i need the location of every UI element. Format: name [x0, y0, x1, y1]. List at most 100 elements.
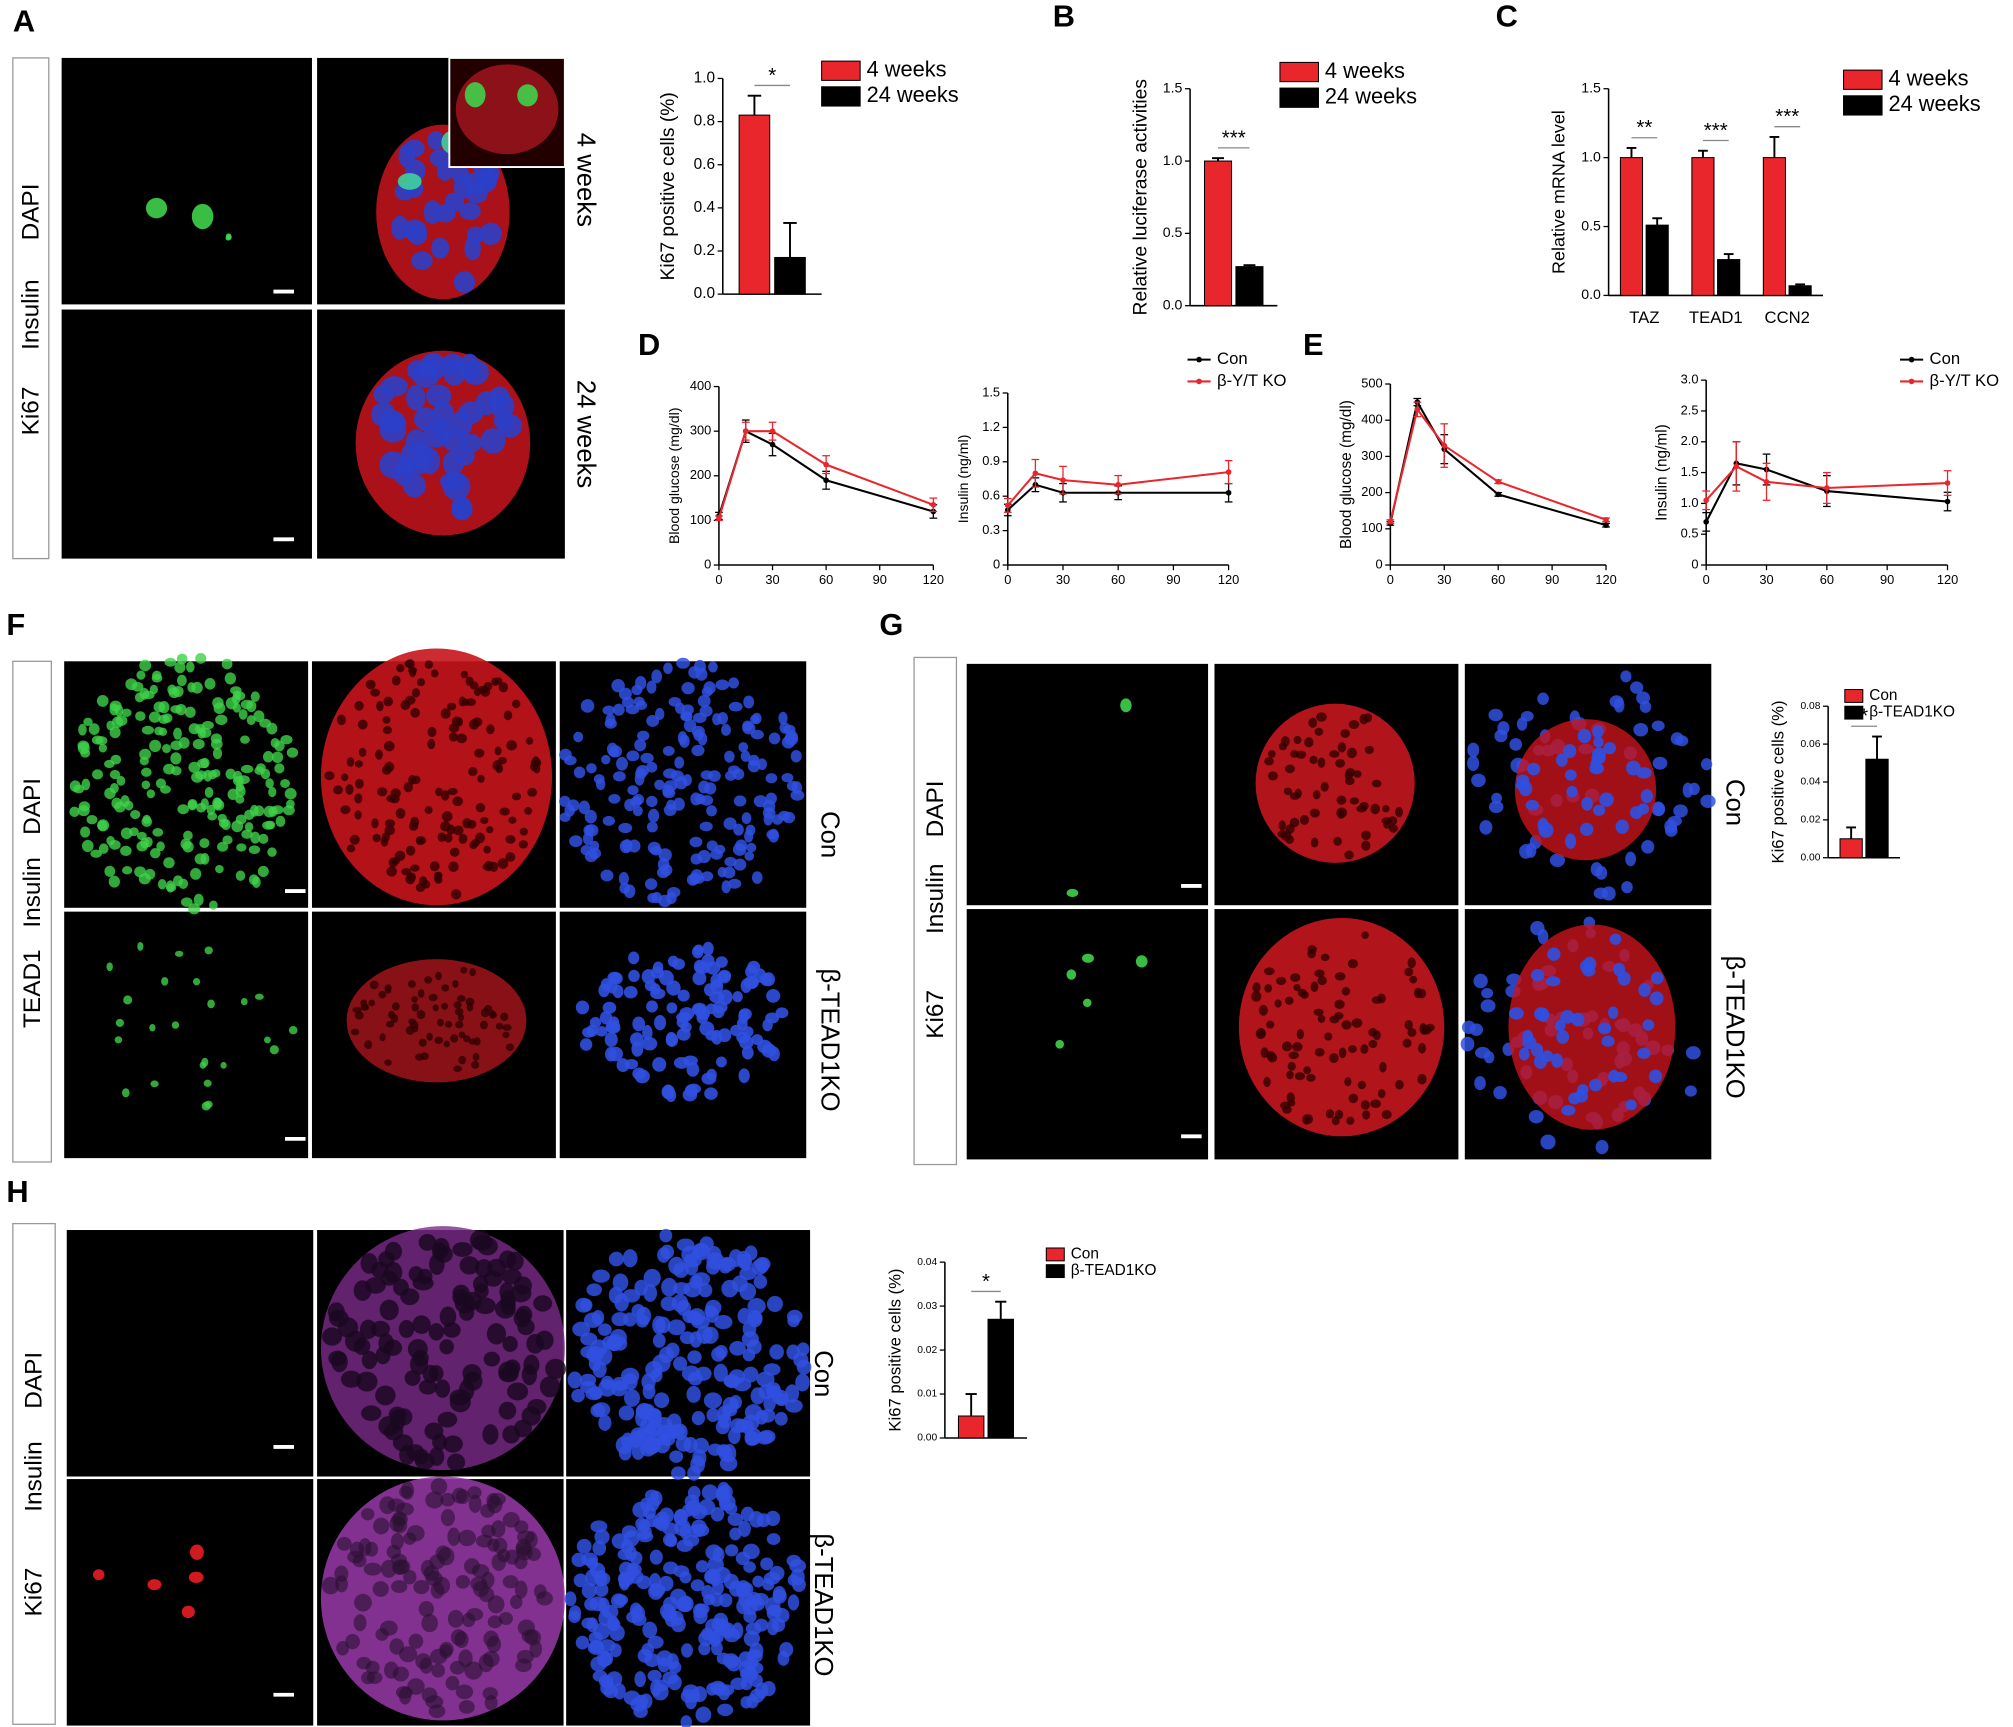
- cell: [589, 840, 600, 852]
- x-tick-label: 60: [819, 572, 833, 587]
- cell: [429, 148, 452, 168]
- cell: [709, 1592, 724, 1607]
- cell: [627, 785, 639, 796]
- cell: [449, 1660, 466, 1675]
- cell: [474, 748, 485, 758]
- cell: [449, 847, 460, 857]
- stain-label: Insulin: [922, 864, 949, 934]
- cell: [786, 780, 798, 791]
- cell: [1387, 816, 1398, 826]
- cell: [1533, 1054, 1548, 1069]
- cell: [1554, 1019, 1566, 1032]
- cell: [667, 1319, 686, 1336]
- cell: [240, 699, 254, 710]
- cell: [511, 792, 522, 801]
- bar: [1762, 157, 1786, 296]
- cell: [594, 1529, 610, 1545]
- cell: [778, 810, 791, 821]
- cell: [134, 692, 145, 703]
- cell: [440, 790, 450, 801]
- cell: [1577, 728, 1592, 744]
- cell: [524, 806, 533, 815]
- cell: [716, 1056, 727, 1068]
- label-box: [12, 660, 52, 1163]
- cell: [1287, 1061, 1296, 1071]
- cell: [138, 873, 151, 885]
- y-tick-label: 0.4: [694, 199, 716, 216]
- y-tick-label: 0.3: [982, 522, 1000, 537]
- cell: [688, 666, 701, 679]
- cell: [503, 710, 513, 721]
- cell: [620, 1539, 634, 1554]
- cell: [451, 496, 472, 519]
- cell: [437, 832, 447, 842]
- cell: [1590, 862, 1603, 877]
- cell: [147, 1579, 162, 1591]
- cell: [1314, 727, 1324, 736]
- cell: [424, 806, 433, 815]
- cell: [1537, 1007, 1550, 1023]
- cell: [373, 1517, 390, 1535]
- stain-label: Insulin: [18, 279, 45, 349]
- cell: [174, 950, 184, 957]
- cell: [345, 1634, 361, 1650]
- cell: [796, 1342, 810, 1356]
- marker: [1414, 406, 1421, 413]
- cell: [419, 1657, 433, 1674]
- cell: [265, 778, 274, 789]
- cell: [391, 1002, 400, 1011]
- cell: [627, 1563, 642, 1575]
- cell: [1564, 769, 1577, 781]
- cell: [200, 757, 210, 769]
- cell: [1637, 1047, 1651, 1059]
- cell: [517, 1619, 536, 1636]
- cell: [505, 835, 516, 844]
- cell: [473, 1275, 489, 1293]
- cell: [373, 384, 394, 404]
- stain-label: DAPI: [19, 778, 46, 835]
- cell: [697, 732, 708, 746]
- cell: [1673, 804, 1688, 818]
- cell: [679, 1571, 692, 1584]
- cell: [375, 749, 383, 760]
- cell: [640, 752, 654, 764]
- cell: [434, 1036, 444, 1044]
- cell: [674, 756, 685, 769]
- cell: [149, 848, 161, 859]
- cell: [1566, 785, 1578, 798]
- cell: [1625, 1099, 1637, 1111]
- cell: [580, 699, 595, 713]
- y-axis-label: Blood glucose (mg/dl): [666, 408, 682, 544]
- cell: [365, 679, 376, 690]
- cell: [109, 769, 121, 780]
- cell: [384, 761, 395, 773]
- cell: [612, 984, 624, 999]
- bar: [1788, 285, 1812, 296]
- cell: [1636, 691, 1650, 705]
- cell: [220, 1061, 227, 1069]
- cell: [1278, 820, 1286, 831]
- cell: [464, 1661, 483, 1680]
- y-tick-label: 0.9: [982, 453, 1000, 468]
- y-tick-label: 0.02: [917, 1345, 937, 1356]
- cell: [152, 670, 162, 680]
- cell: [1325, 1109, 1334, 1119]
- x-tick-label: 120: [923, 572, 944, 587]
- cell: [635, 676, 647, 690]
- micrograph: [61, 57, 312, 305]
- cell: [595, 1569, 607, 1587]
- cell: [1289, 792, 1301, 800]
- cell: [707, 1246, 722, 1264]
- cell: [666, 1002, 678, 1014]
- cell: [271, 805, 284, 815]
- cell: [465, 698, 477, 707]
- cell: [737, 1307, 752, 1324]
- cell: [1601, 1035, 1615, 1047]
- cell: [724, 856, 737, 867]
- cell: [406, 1525, 425, 1542]
- cell: [1379, 1061, 1387, 1073]
- cell: [1638, 983, 1651, 997]
- marker: [1060, 477, 1066, 483]
- cell: [96, 694, 109, 707]
- cell: [431, 1663, 446, 1678]
